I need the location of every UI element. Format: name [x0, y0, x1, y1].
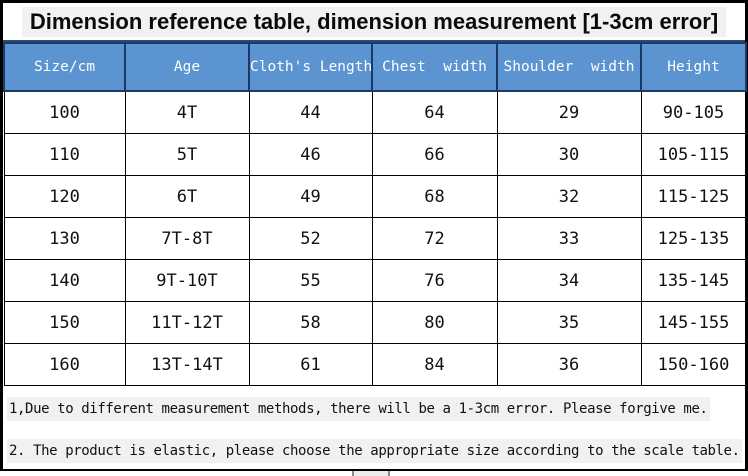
table-cell: 35 [496, 301, 642, 344]
table-row: 100 4T 44 64 29 90-105 [3, 90, 747, 134]
table-cell: 44 [248, 90, 373, 134]
note-text: 1,Due to different measurement methods, … [7, 396, 710, 421]
table-cell: 49 [248, 175, 373, 218]
table-cell: 125-135 [640, 217, 747, 260]
column-header-size-cm: Size/cm [3, 42, 126, 92]
table-cell: 80 [371, 301, 498, 344]
table-cell: 34 [496, 259, 642, 302]
table-cell: 135-145 [640, 259, 747, 302]
column-header-chest-width: Chest width [371, 42, 498, 92]
table-cell: 145-155 [640, 301, 747, 344]
table-cell: 6T [124, 175, 250, 218]
table-row: 160 13T-14T 61 84 36 150-160 [3, 343, 747, 386]
table-cell: 76 [371, 259, 498, 302]
title-bar: Dimension reference table, dimension mea… [3, 3, 745, 42]
table-cell: 150-160 [640, 343, 747, 386]
table-row: 120 6T 49 68 32 115-125 [3, 175, 747, 218]
table-cell: 61 [248, 343, 373, 386]
table-cell: 68 [371, 175, 498, 218]
table-cell: 66 [371, 133, 498, 176]
column-header-cloth-s-length: Cloth's Length [248, 42, 373, 92]
table-cell: 90-105 [640, 90, 747, 134]
table-cell: 140 [3, 259, 126, 302]
table-cell: 64 [371, 90, 498, 134]
table-cell: 84 [371, 343, 498, 386]
note-text: 2. The product is elastic, please choose… [7, 439, 742, 463]
table-cell: 105-115 [640, 133, 747, 176]
table-cell: 33 [496, 217, 642, 260]
table-cell: 55 [248, 259, 373, 302]
size-table: Size/cm Age Cloth's Length Chest width Shoul… [3, 42, 747, 386]
table-cell: 32 [496, 175, 642, 218]
note-elastic-sizing: 2. The product is elastic, please choose… [3, 431, 745, 471]
table-cell: 11T-12T [124, 301, 250, 344]
table-row: 150 11T-12T 58 80 35 145-155 [3, 301, 747, 344]
table-cell: 150 [3, 301, 126, 344]
cropped-next-row-artifact [352, 471, 390, 476]
table-cell: 46 [248, 133, 373, 176]
table-row: 140 9T-10T 55 76 34 135-145 [3, 259, 747, 302]
table-cell: 29 [496, 90, 642, 134]
table-cell: 52 [248, 217, 373, 260]
column-header-shoulder-width: Shoulder width [496, 42, 642, 92]
table-cell: 72 [371, 217, 498, 260]
column-header-age: Age [124, 42, 250, 92]
table-cell: 58 [248, 301, 373, 344]
table-cell: 120 [3, 175, 126, 218]
page-title: Dimension reference table, dimension mea… [21, 6, 727, 37]
table-cell: 5T [124, 133, 250, 176]
table-row: 110 5T 46 66 30 105-115 [3, 133, 747, 176]
table-cell: 30 [496, 133, 642, 176]
table-cell: 13T-14T [124, 343, 250, 386]
table-cell: 4T [124, 90, 250, 134]
table-cell: 7T-8T [124, 217, 250, 260]
table-cell: 100 [3, 90, 126, 134]
note-measurement-error: 1,Due to different measurement methods, … [3, 386, 745, 431]
table-cell: 9T-10T [124, 259, 250, 302]
column-header-height: Height [640, 42, 747, 92]
table-cell: 130 [3, 217, 126, 260]
table-cell: 115-125 [640, 175, 747, 218]
table-cell: 160 [3, 343, 126, 386]
table-cell: 36 [496, 343, 642, 386]
table-row: 130 7T-8T 52 72 33 125-135 [3, 217, 747, 260]
table-header-row: Size/cm Age Cloth's Length Chest width Shoul… [3, 42, 747, 92]
table-cell: 110 [3, 133, 126, 176]
